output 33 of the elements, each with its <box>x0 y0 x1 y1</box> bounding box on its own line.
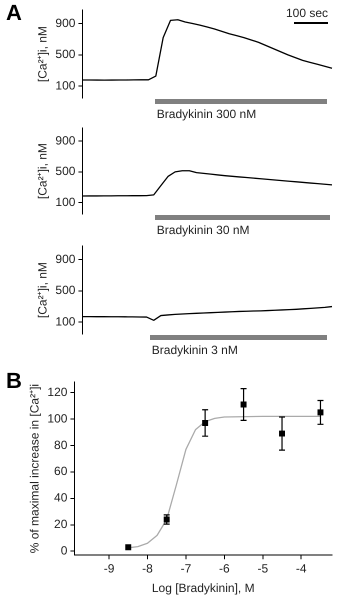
chart-title: A <box>6 0 22 26</box>
y-tick-label: 100 <box>47 411 68 426</box>
x-tick-label: -6 <box>219 562 230 576</box>
y-tick-label: 120 <box>47 384 68 399</box>
y-tick-label: 500 <box>55 47 76 62</box>
x-tick-label: -7 <box>180 562 192 576</box>
text: Bradykinin 3 nM <box>152 343 238 357</box>
y-axis-title: [Ca²⁺]i, nM <box>36 262 50 318</box>
chart-title: B <box>6 368 22 394</box>
text: Bradykinin 300 nM <box>156 107 256 121</box>
x-tick-label: -9 <box>104 562 115 576</box>
x-tick-label: -4 <box>296 562 307 576</box>
y-axis-title: [Ca²⁺]i, nM <box>36 143 50 200</box>
y-tick-label: 900 <box>55 252 76 266</box>
y-tick-label: 20 <box>54 517 68 532</box>
y-tick-label: 500 <box>55 283 76 298</box>
y-tick-label: 100 <box>55 314 76 329</box>
y-axis-title: % of maximal increase in [Ca²⁺]i <box>28 384 42 554</box>
y-tick-label: 80 <box>54 438 68 452</box>
text: Bradykinin 30 nM <box>156 223 250 237</box>
annotation: 100 sec <box>286 6 328 20</box>
y-tick-label: 900 <box>55 134 76 148</box>
y-tick-label: 60 <box>54 464 68 478</box>
x-tick-label: -5 <box>257 562 268 576</box>
y-tick-label: 100 <box>55 194 76 209</box>
x-axis-title: Log [Bradykinin], M <box>152 581 255 596</box>
y-axis-title: [Ca²⁺]i, nM <box>36 26 50 82</box>
y-tick-label: 900 <box>55 16 76 30</box>
y-tick-label: 500 <box>55 164 76 178</box>
y-tick-label: 100 <box>55 78 76 93</box>
y-tick-label: 40 <box>54 490 68 505</box>
x-tick-label: -8 <box>142 562 154 576</box>
y-tick-label: 0 <box>60 544 68 558</box>
